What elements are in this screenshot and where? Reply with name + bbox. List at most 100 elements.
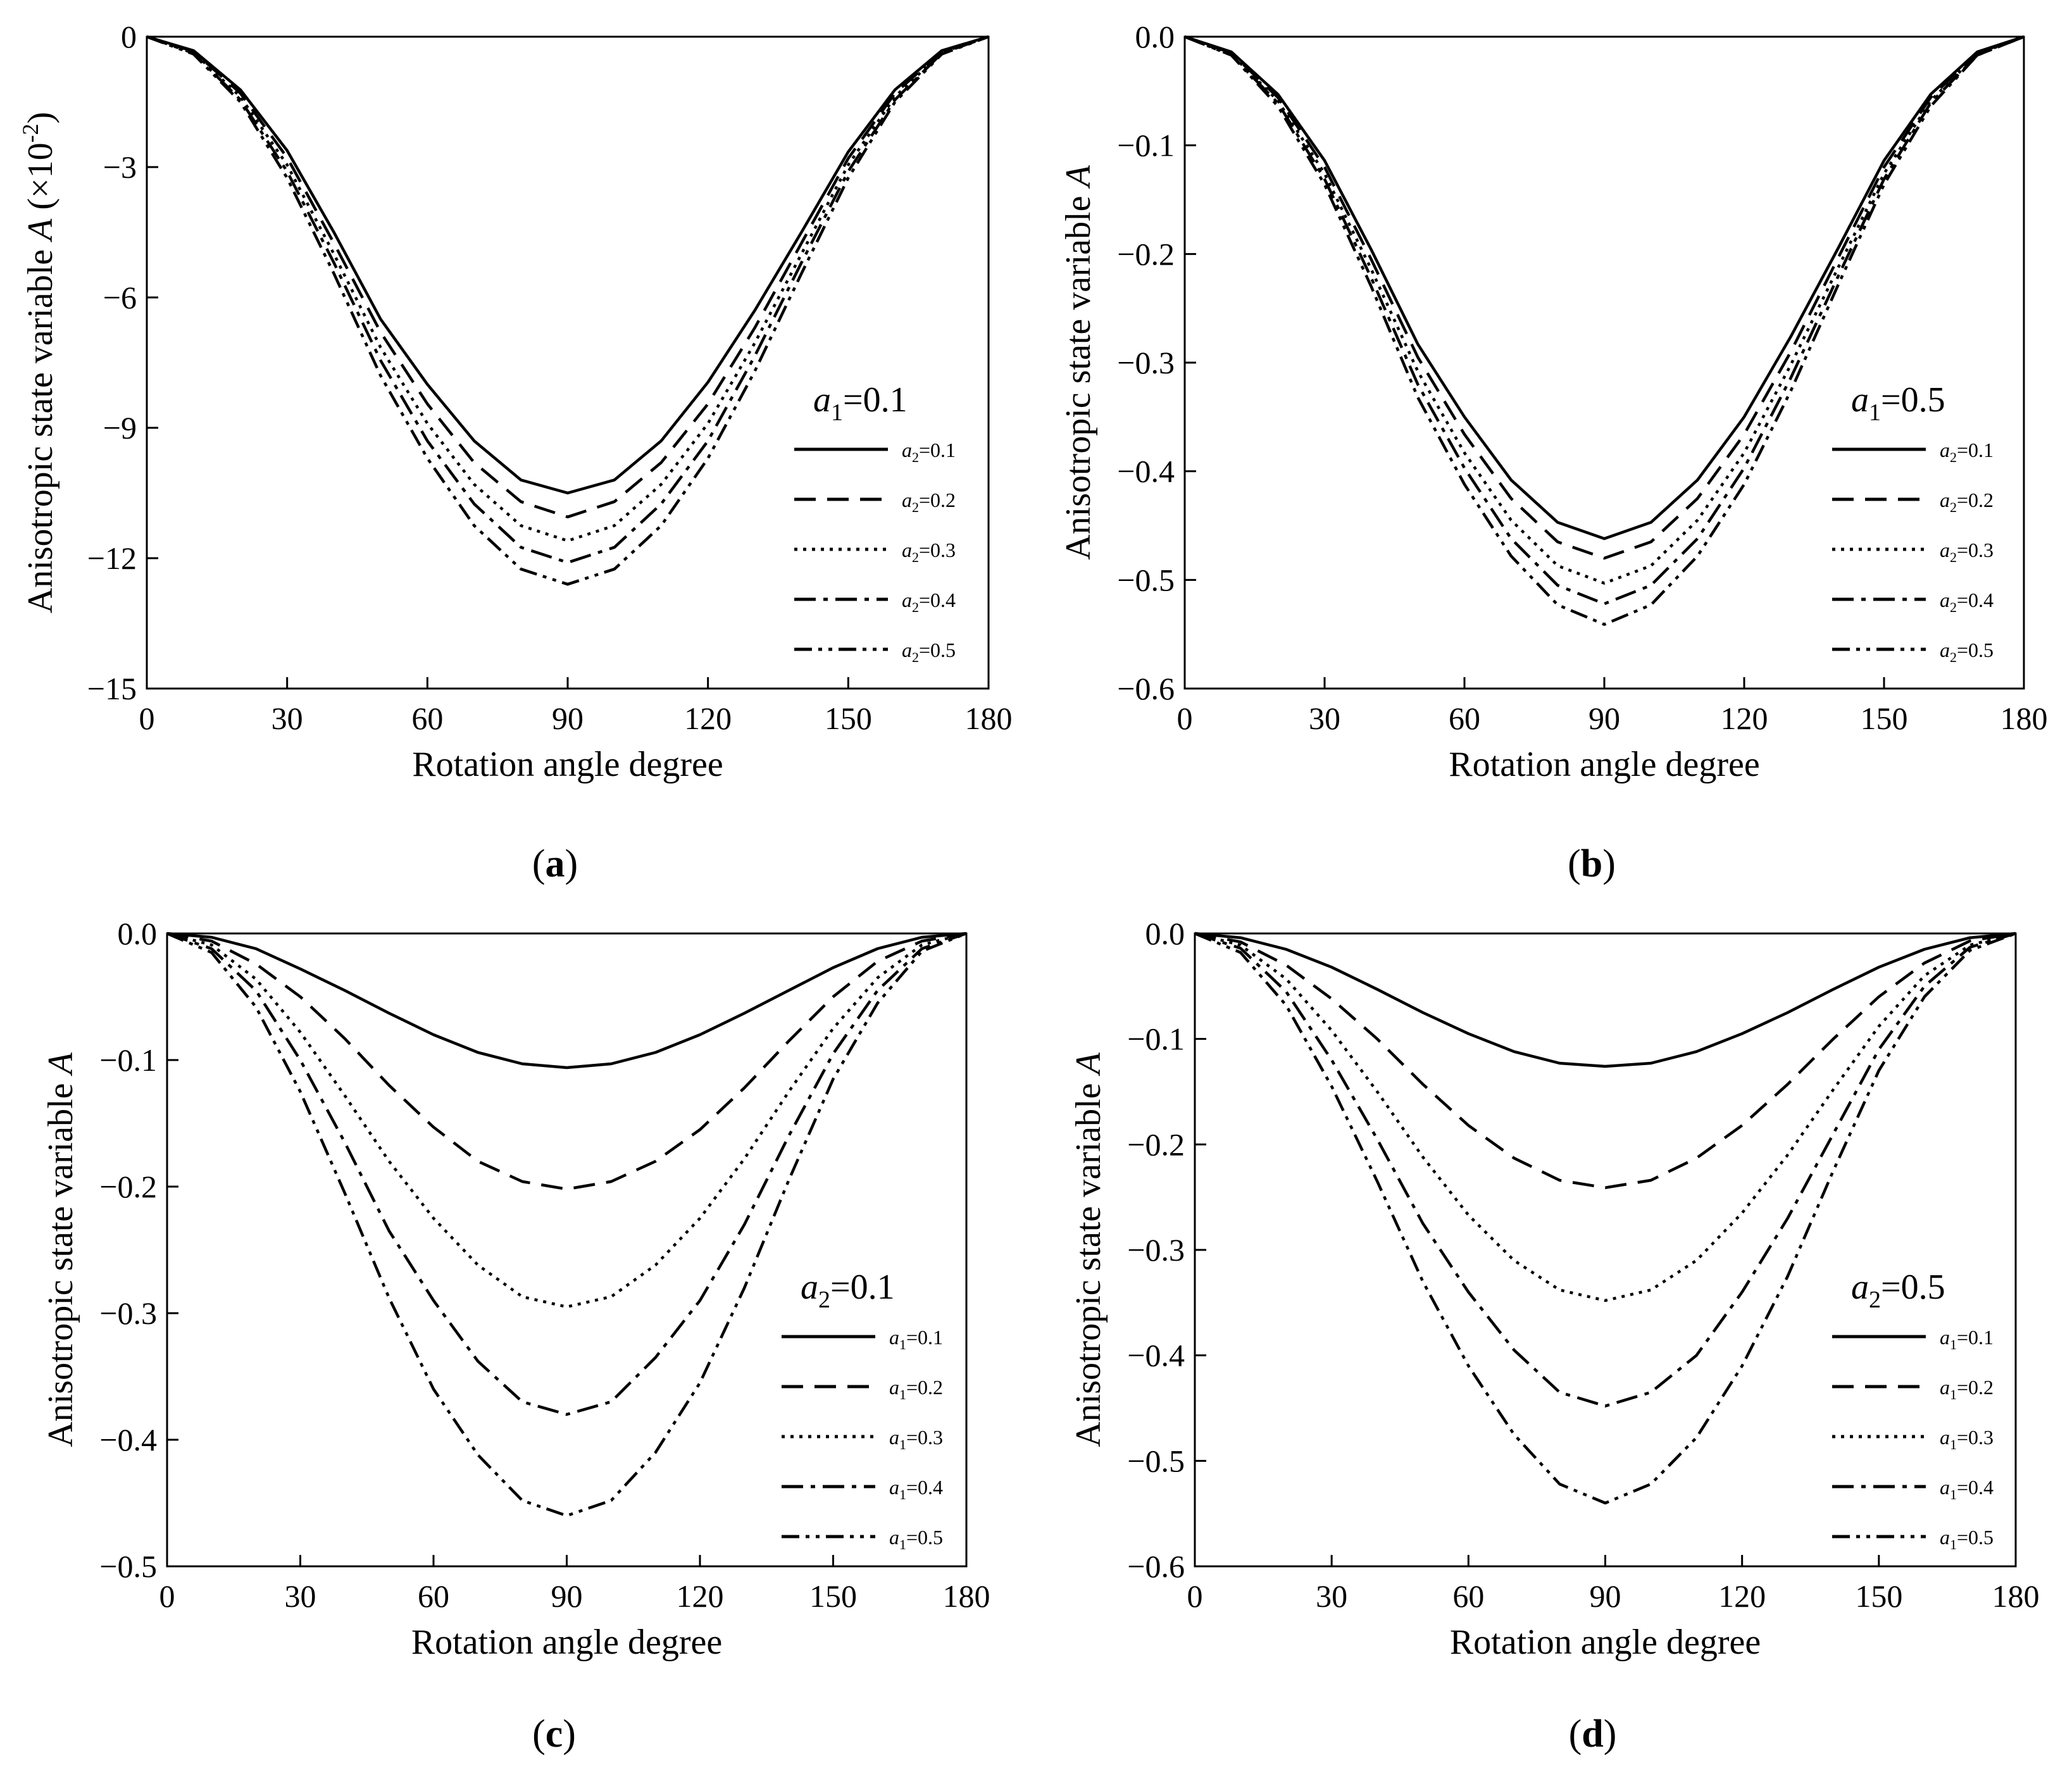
x-tick-label: 30 [285,1578,316,1614]
legend-label-a2=0.3: a2=0.3 [902,539,956,565]
legend-label-rest: =0.4 [919,589,956,611]
y-axis-title-main: Anisotropic state variable [1059,187,1098,559]
y-tick-label: 0.0 [118,916,158,951]
legend-label-a1=0.4: a1=0.4 [889,1476,943,1502]
x-tick-label: 90 [1590,1578,1621,1614]
y-tick-label: −0.2 [1117,236,1175,271]
panel-label-close: ) [1604,1713,1617,1756]
legend-label-a2=0.2: a2=0.2 [902,489,956,515]
y-tick-label: −0.6 [1127,1549,1185,1584]
legend-label-symbol: a [1940,489,1950,511]
legend-label-symbol: a [1940,1326,1950,1349]
legend-label-a1=0.2: a1=0.2 [1940,1376,1994,1402]
legend-title-subscript: 2 [818,1287,830,1313]
series-line-a2=0.5 [1184,35,2025,626]
x-tick-label: 120 [1718,1578,1766,1614]
series-line-a2=0.1 [146,35,989,495]
legend-label-a2=0.1: a2=0.1 [902,439,956,465]
y-tick-label: −0.3 [1117,345,1175,380]
legend-label-rest: =0.5 [919,639,956,661]
legend-label-symbol: a [902,439,912,461]
legend-title-rest: =0.5 [1881,380,1945,420]
y-axis-title-symbol: A [41,1052,80,1076]
y-tick-label: −0.1 [99,1042,157,1078]
y-axis-title-tail: (×10 [21,142,60,218]
legend-label-a2=0.4: a2=0.4 [1940,589,1994,615]
legend-label-rest: =0.2 [1957,1376,1994,1399]
x-tick-label: 180 [1992,1578,2040,1614]
y-tick-label: −0.3 [1127,1232,1185,1268]
legend-label-subscript: 2 [912,449,919,465]
plot-frame [1183,35,2025,690]
legend-label-rest: =0.1 [906,1326,943,1349]
legend: a2=0.5a1=0.1a1=0.2a1=0.3a1=0.4a1=0.5 [1832,1268,1994,1552]
legend-label-symbol: a [1940,639,1950,661]
legend-label-rest: =0.2 [906,1376,943,1399]
legend-label-a2=0.1: a2=0.1 [1940,439,1994,465]
y-tick-label: −0.5 [99,1549,157,1584]
legend-label-symbol: a [889,1376,899,1399]
legend-label-a2=0.4: a2=0.4 [902,589,956,615]
legend-title-symbol: a [1851,1268,1869,1307]
panel-label: (a) [532,842,578,885]
legend-label-subscript: 2 [912,649,919,665]
y-axis-title: Anisotropic state variable A [1059,165,1098,559]
x-tick-label: 60 [411,701,443,736]
series-line-a1=0.1 [1194,932,2016,1068]
legend-title: a1=0.1 [813,380,908,426]
series-line-a2=0.4 [146,35,989,565]
panel-label-letter: d [1582,1713,1603,1756]
x-axis-title: Rotation angle degree [1450,1623,1761,1662]
legend-label-a1=0.2: a1=0.2 [889,1376,943,1402]
x-tick-label: 150 [1855,1578,1902,1614]
legend-label-a2=0.5: a2=0.5 [1940,639,1994,665]
x-tick-label: 0 [159,1578,175,1614]
legend-label-subscript: 1 [899,1387,906,1402]
legend-label-symbol: a [889,1526,899,1549]
legend-label-a1=0.5: a1=0.5 [889,1526,943,1552]
legend-label-rest: =0.3 [919,539,956,561]
legend-title-subscript: 2 [1869,1287,1881,1313]
y-tick-label: −0.2 [1127,1126,1185,1162]
x-tick-label: 150 [1861,701,1908,736]
series-line-a2=0.2 [1184,35,2025,560]
legend-label-subscript: 2 [912,499,919,515]
legend: a2=0.1a1=0.1a1=0.2a1=0.3a1=0.4a1=0.5 [782,1268,943,1552]
panel-label-open: ( [1569,1713,1582,1756]
y-tick-label: −6 [103,280,137,315]
legend-title: a2=0.1 [801,1268,895,1313]
chart-panel-a: 0 30 60 90 120 150 180 0 −3 −6 −9 −12 −15 Rotation an… [18,19,1013,885]
legend-label-subscript: 1 [1950,1487,1957,1502]
legend-title-subscript: 1 [1869,399,1881,426]
legend-label-subscript: 2 [1950,649,1957,665]
legend-label-subscript: 2 [1950,549,1957,565]
x-tick-label: 60 [418,1578,449,1614]
legend-title: a1=0.5 [1851,380,1945,426]
legend-label-rest: =0.1 [1957,1326,1994,1349]
legend-title-symbol: a [1851,380,1869,420]
series-line-a1=0.5 [1194,932,2016,1505]
y-tick-label: −0.2 [99,1169,157,1204]
panel-label-close: ) [1602,842,1616,885]
legend-label-subscript: 1 [1950,1337,1957,1352]
y-axis-title-symbol: A [21,218,60,243]
x-tick-label: 90 [552,701,584,736]
x-tick-label: 30 [1309,701,1340,736]
legend-label-a1=0.5: a1=0.5 [1940,1526,1994,1552]
legend-label-subscript: 1 [899,1437,906,1452]
x-tick-label: 60 [1452,1578,1484,1614]
series-line-a1=0.2 [166,932,967,1191]
series-line-a2=0.4 [1184,35,2025,606]
legend-label-symbol: a [1940,1476,1950,1499]
y-tick-label: −0.1 [1127,1021,1185,1057]
panel-label: (d) [1569,1713,1617,1756]
legend-label-symbol: a [1940,1526,1950,1549]
series-line-a2=0.3 [1184,35,2025,585]
legend-title-rest: =0.5 [1881,1268,1945,1307]
x-axis-title: Rotation angle degree [411,1623,722,1662]
plot-frame [1194,932,2017,1568]
y-tick-label: −3 [103,149,137,185]
x-tick-label: 150 [825,701,872,736]
legend-label-rest: =0.5 [1957,639,1994,661]
series-line-a2=0.2 [146,35,989,519]
